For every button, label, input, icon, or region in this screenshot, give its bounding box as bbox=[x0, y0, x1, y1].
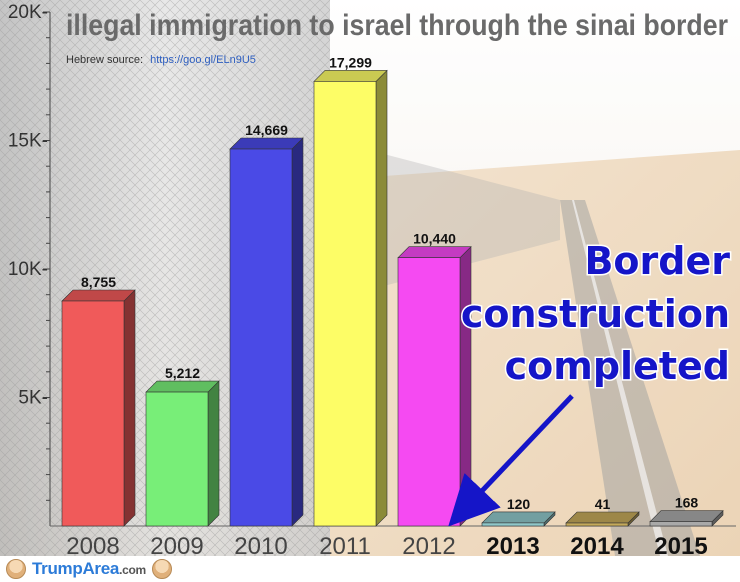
mascot-right-icon bbox=[151, 559, 172, 579]
bar bbox=[649, 509, 724, 527]
bar-top bbox=[61, 289, 136, 302]
value-label: 120 bbox=[507, 496, 531, 512]
bar-top bbox=[229, 137, 304, 150]
y-tick-label: 20K- bbox=[8, 2, 48, 23]
bar-front bbox=[61, 300, 125, 527]
bars bbox=[61, 69, 724, 527]
bar-top bbox=[313, 70, 388, 82]
bar-side bbox=[459, 245, 472, 527]
bar-front bbox=[313, 81, 377, 527]
value-label: 41 bbox=[595, 496, 611, 512]
source-text: Hebrew source: https://goo.gl/ELn9U5 bbox=[66, 54, 256, 66]
bar-side bbox=[375, 69, 388, 527]
annotation-line: completed bbox=[505, 344, 730, 388]
bar-side bbox=[123, 289, 136, 527]
bar-top bbox=[565, 511, 640, 524]
y-tick-label: 10K- bbox=[8, 259, 48, 280]
footer-brand: TrumpArea.com bbox=[0, 556, 740, 582]
source-label: Hebrew source: bbox=[66, 54, 143, 66]
mascot-left-icon bbox=[6, 559, 26, 579]
value-label: 168 bbox=[675, 495, 699, 511]
x-tick-label: 2013 bbox=[486, 533, 539, 560]
value-label: 8,755 bbox=[81, 274, 116, 290]
x-tick-label: 2012 bbox=[402, 533, 455, 560]
bar-top bbox=[145, 380, 220, 393]
x-tick-label: 2010 bbox=[234, 533, 287, 560]
bar-front bbox=[145, 391, 209, 527]
bar-front bbox=[481, 522, 545, 527]
annotation-line: Border bbox=[584, 239, 730, 283]
annotation: Border construction completed bbox=[448, 238, 732, 527]
bar bbox=[61, 289, 136, 527]
source-link[interactable]: https://goo.gl/ELn9U5 bbox=[150, 54, 256, 66]
x-tick-label: 2015 bbox=[654, 533, 707, 560]
brand-logo[interactable]: TrumpArea.com bbox=[32, 559, 146, 579]
brand-suffix: .com bbox=[119, 563, 146, 577]
annotation-line: construction bbox=[461, 292, 730, 336]
bar-top bbox=[649, 510, 724, 522]
bar-front bbox=[649, 521, 713, 527]
chart-title: illegal immigration to israel through th… bbox=[66, 9, 728, 42]
bar-side bbox=[291, 137, 304, 527]
bar bbox=[565, 511, 640, 527]
x-tick-label: 2008 bbox=[66, 533, 119, 560]
x-tick-label: 2011 bbox=[319, 533, 371, 560]
x-tick-label: 2009 bbox=[150, 533, 203, 560]
value-label: 17,299 bbox=[329, 54, 372, 70]
value-label: 14,669 bbox=[245, 122, 288, 138]
bar-top bbox=[397, 246, 472, 258]
bar bbox=[397, 245, 472, 527]
x-tick-label: 2014 bbox=[570, 533, 624, 560]
bar-top bbox=[481, 511, 556, 524]
bar bbox=[145, 380, 220, 527]
value-labels: 8,755 5,212 14,669 17,299 10,440 120 41 168 bbox=[81, 54, 698, 512]
bar bbox=[481, 511, 556, 527]
x-axis-labels: 2008 2009 2010 2011 2012 2013 2014 2015 bbox=[66, 533, 707, 560]
annotation-arrow bbox=[448, 394, 574, 527]
bar-front bbox=[397, 257, 461, 527]
bar bbox=[313, 69, 388, 527]
y-tick-label: 15K- bbox=[8, 131, 48, 152]
bar bbox=[229, 137, 304, 527]
bar-side bbox=[207, 380, 220, 527]
bar-front bbox=[229, 148, 293, 527]
y-tick-label: 5K- bbox=[18, 388, 48, 409]
bar-front bbox=[565, 522, 629, 527]
brand-main: TrumpArea bbox=[32, 559, 120, 578]
value-label: 5,212 bbox=[165, 365, 200, 381]
value-label: 10,440 bbox=[413, 231, 456, 247]
